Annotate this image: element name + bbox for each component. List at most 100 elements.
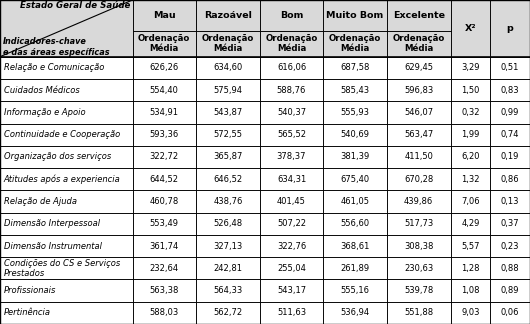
Text: 554,40: 554,40 — [150, 86, 179, 95]
Text: Dimensão Interpessoal: Dimensão Interpessoal — [4, 219, 100, 228]
Text: 572,55: 572,55 — [214, 130, 242, 139]
Text: 551,88: 551,88 — [404, 308, 433, 318]
Bar — [0, 101, 132, 123]
Bar — [0, 79, 132, 101]
Text: Ordenação
Média: Ordenação Média — [393, 34, 445, 53]
Text: 1,99: 1,99 — [461, 130, 480, 139]
Bar — [387, 279, 450, 302]
Bar — [450, 0, 490, 57]
Bar — [196, 57, 260, 79]
Text: 0,74: 0,74 — [501, 130, 519, 139]
Bar — [0, 235, 132, 257]
Bar — [490, 0, 530, 57]
Bar — [132, 101, 196, 123]
Text: 361,74: 361,74 — [149, 241, 179, 250]
Bar — [132, 123, 196, 146]
Text: 365,87: 365,87 — [213, 152, 243, 161]
Text: Profissionais: Profissionais — [4, 286, 56, 295]
Text: 634,31: 634,31 — [277, 175, 306, 184]
Text: 644,52: 644,52 — [150, 175, 179, 184]
Bar — [0, 57, 132, 79]
Text: 670,28: 670,28 — [404, 175, 434, 184]
Text: 0,23: 0,23 — [501, 241, 519, 250]
Bar — [323, 57, 387, 79]
Bar — [260, 279, 323, 302]
Text: Estado Geral de Saúde: Estado Geral de Saúde — [20, 1, 130, 10]
Bar — [260, 31, 323, 57]
Text: 626,26: 626,26 — [149, 63, 179, 72]
Bar — [323, 79, 387, 101]
Text: 461,05: 461,05 — [341, 197, 369, 206]
Text: 1,50: 1,50 — [461, 86, 480, 95]
Bar — [450, 123, 490, 146]
Bar — [450, 235, 490, 257]
Bar — [260, 101, 323, 123]
Bar — [490, 57, 530, 79]
Bar — [323, 302, 387, 324]
Text: 308,38: 308,38 — [404, 241, 434, 250]
Bar — [323, 101, 387, 123]
Text: 460,78: 460,78 — [149, 197, 179, 206]
Text: 556,60: 556,60 — [341, 219, 369, 228]
Bar — [132, 57, 196, 79]
Text: Ordenação
Média: Ordenação Média — [266, 34, 317, 53]
Text: Ordenação
Média: Ordenação Média — [202, 34, 254, 53]
Bar — [132, 168, 196, 191]
Bar — [260, 213, 323, 235]
Bar — [490, 302, 530, 324]
Text: 6,20: 6,20 — [461, 152, 480, 161]
Bar — [196, 302, 260, 324]
Bar — [196, 213, 260, 235]
Bar — [323, 257, 387, 279]
Bar — [323, 31, 387, 57]
Text: 616,06: 616,06 — [277, 63, 306, 72]
Bar — [260, 191, 323, 213]
Text: 0,83: 0,83 — [501, 86, 519, 95]
Bar — [260, 235, 323, 257]
Text: Condições do CS e Serviços
Prestados: Condições do CS e Serviços Prestados — [4, 259, 120, 278]
Bar — [323, 213, 387, 235]
Bar — [490, 279, 530, 302]
Text: 540,37: 540,37 — [277, 108, 306, 117]
Text: 507,22: 507,22 — [277, 219, 306, 228]
Bar — [387, 257, 450, 279]
Bar — [196, 31, 260, 57]
Bar — [450, 101, 490, 123]
Bar — [387, 31, 450, 57]
Bar — [387, 123, 450, 146]
Text: 563,47: 563,47 — [404, 130, 434, 139]
Bar — [0, 213, 132, 235]
Text: 526,48: 526,48 — [214, 219, 242, 228]
Text: 322,76: 322,76 — [277, 241, 306, 250]
Bar — [323, 235, 387, 257]
Bar — [0, 279, 132, 302]
Text: 629,45: 629,45 — [404, 63, 433, 72]
Text: 438,76: 438,76 — [213, 197, 243, 206]
Bar — [196, 146, 260, 168]
Text: 634,60: 634,60 — [213, 63, 243, 72]
Text: Pertinência: Pertinência — [4, 308, 51, 318]
Bar — [387, 302, 450, 324]
Text: Dimensão Instrumental: Dimensão Instrumental — [4, 241, 102, 250]
Text: 555,93: 555,93 — [341, 108, 369, 117]
Bar — [0, 168, 132, 191]
Bar — [196, 101, 260, 123]
Bar — [323, 168, 387, 191]
Text: 564,33: 564,33 — [213, 286, 243, 295]
Text: 687,58: 687,58 — [340, 63, 370, 72]
Bar — [490, 79, 530, 101]
Text: 555,16: 555,16 — [341, 286, 369, 295]
Text: Informação e Apoio: Informação e Apoio — [4, 108, 85, 117]
Text: 517,73: 517,73 — [404, 219, 434, 228]
Bar — [387, 79, 450, 101]
Text: 0,99: 0,99 — [501, 108, 519, 117]
Text: Cuidados Médicos: Cuidados Médicos — [4, 86, 79, 95]
Text: 261,89: 261,89 — [341, 264, 369, 273]
Text: 378,37: 378,37 — [277, 152, 306, 161]
Bar — [490, 257, 530, 279]
Text: 0,88: 0,88 — [501, 264, 519, 273]
Bar — [450, 213, 490, 235]
Bar — [132, 257, 196, 279]
Bar — [323, 123, 387, 146]
Text: 593,36: 593,36 — [149, 130, 179, 139]
